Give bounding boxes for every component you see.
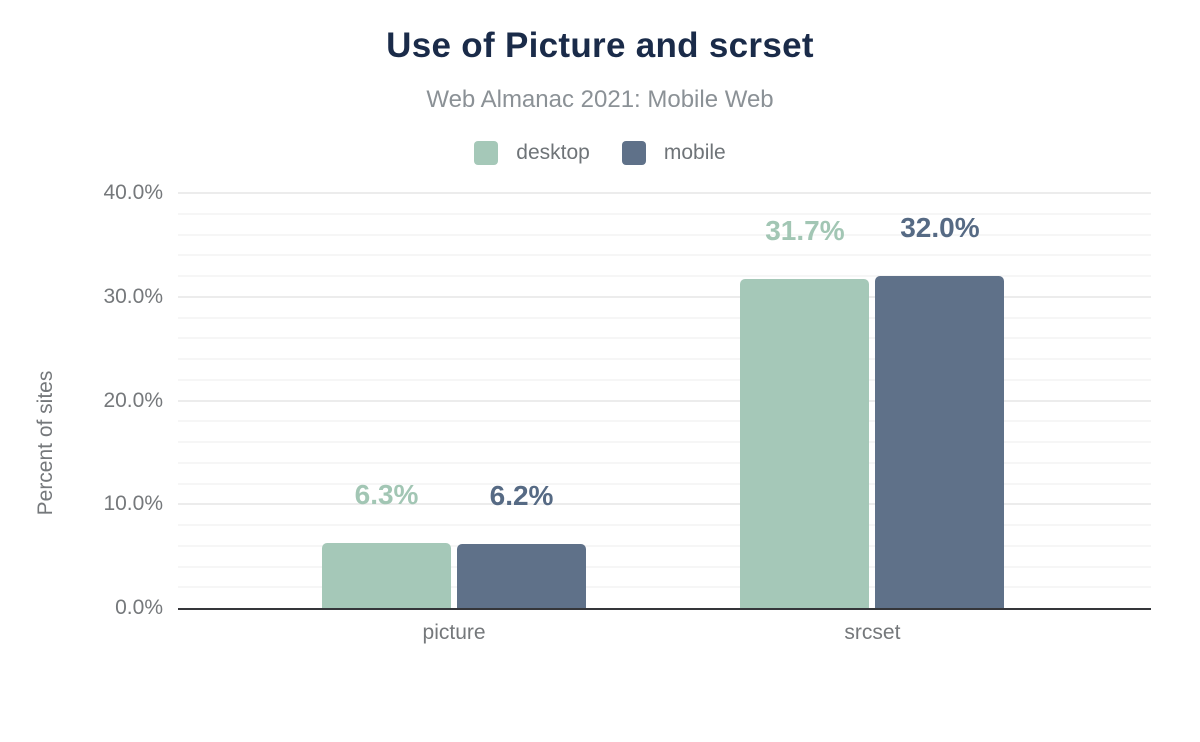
minor-gridline <box>178 233 1151 236</box>
x-axis-label-srcset: srcset <box>844 621 901 644</box>
minor-gridline <box>178 420 1151 423</box>
bar-srcset-mobile <box>875 276 1005 608</box>
minor-gridline <box>178 337 1151 340</box>
minor-gridline <box>178 565 1151 568</box>
minor-gridline <box>178 358 1151 360</box>
value-label-srcset-mobile: 32.0% <box>900 212 980 243</box>
major-gridline <box>178 503 1151 506</box>
minor-gridline <box>178 441 1151 443</box>
minor-gridline <box>178 254 1151 257</box>
legend: desktop mobile <box>0 141 1200 165</box>
legend-swatch-desktop <box>474 141 499 165</box>
minor-gridline <box>178 524 1151 526</box>
y-tick-label: 40.0% <box>103 181 163 204</box>
minor-gridline <box>178 544 1151 547</box>
plot-area: 0.0% 10.0% 20.0% 30.0% 40.0% 6.3% 6.2% picture 3… <box>103 181 1151 644</box>
x-axis-label-picture: picture <box>422 621 486 644</box>
y-tick-label: 30.0% <box>103 284 163 308</box>
chart-subtitle: Web Almanac 2021: Mobile Web <box>426 86 774 113</box>
value-label-picture-desktop: 6.3% <box>354 478 419 510</box>
y-tick-label: 10.0% <box>103 492 163 516</box>
value-label-picture-mobile: 6.2% <box>489 479 554 511</box>
legend-label-desktop: desktop <box>516 141 590 164</box>
y-axis-title: Percent of sites <box>34 370 57 516</box>
major-gridline <box>178 192 1151 194</box>
bar-picture-desktop <box>322 542 452 608</box>
value-label-srcset-desktop: 31.7% <box>765 215 845 247</box>
legend-swatch-mobile <box>621 141 646 165</box>
bar-srcset-desktop <box>740 279 870 608</box>
minor-gridline <box>178 378 1151 381</box>
minor-gridline <box>178 212 1151 215</box>
y-tick-label: 0.0% <box>115 596 163 619</box>
minor-gridline <box>178 586 1151 589</box>
bar-picture-mobile <box>457 543 587 608</box>
legend-label-mobile: mobile <box>663 141 726 164</box>
minor-gridline <box>178 482 1151 485</box>
chart-title: Use of Picture and scrset <box>386 26 814 65</box>
major-gridline <box>178 399 1151 402</box>
minor-gridline <box>178 275 1151 277</box>
minor-gridline <box>178 316 1151 319</box>
legend-item-desktop: desktop <box>474 141 590 165</box>
y-tick-label: 20.0% <box>103 388 163 412</box>
legend-item-mobile: mobile <box>621 141 726 165</box>
minor-gridline <box>178 461 1151 464</box>
major-gridline <box>178 295 1151 298</box>
